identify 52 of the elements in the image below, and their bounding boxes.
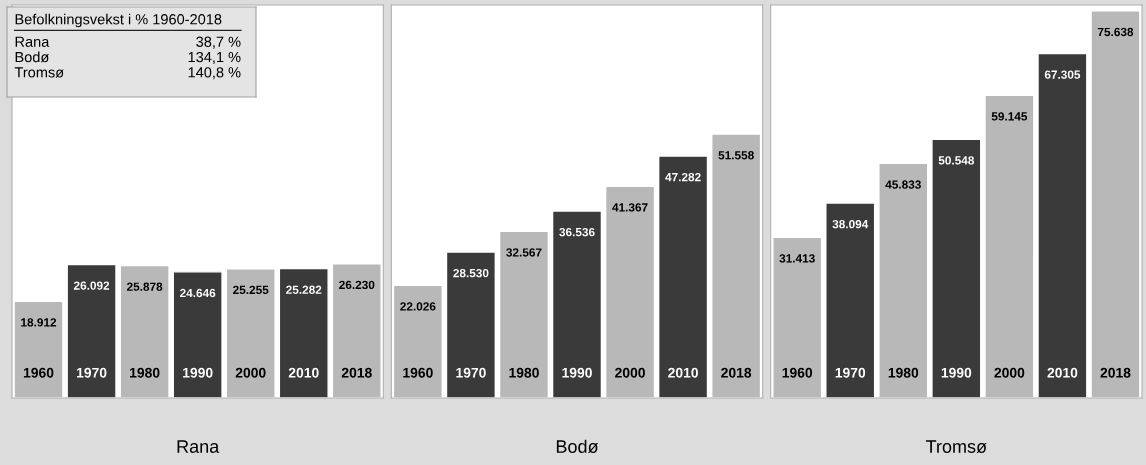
data-label: 25.282 xyxy=(286,285,322,294)
x-axis-title: Rana xyxy=(177,440,220,453)
x-tick-label: 1960 xyxy=(782,367,813,378)
data-label: 38.094 xyxy=(832,219,869,229)
text: Bodø xyxy=(15,51,49,63)
data-label: 25.255 xyxy=(233,285,269,295)
data-label: 45.833 xyxy=(885,180,921,189)
x-tick-label: 2000 xyxy=(994,367,1025,378)
data-label: 36.536 xyxy=(559,227,595,237)
x-tick-label: 2018 xyxy=(1100,367,1131,378)
x-tick-label: 2018 xyxy=(721,367,752,378)
data-label: 41.367 xyxy=(612,203,648,212)
x-tick-label: 1990 xyxy=(183,367,213,378)
x-tick-label: 1960 xyxy=(23,367,54,378)
data-label: 75.638 xyxy=(1097,27,1134,37)
data-label: 59.145 xyxy=(991,112,1028,121)
text: 134,1 % xyxy=(188,51,241,64)
data-label: 26.230 xyxy=(339,280,375,290)
text: 38,7 % xyxy=(196,36,241,49)
data-label: 28.530 xyxy=(453,268,489,278)
x-tick-label: 1970 xyxy=(77,367,107,378)
x-tick-label: 1990 xyxy=(941,367,972,378)
x-tick-label: 1980 xyxy=(130,367,160,378)
text: Rana xyxy=(15,36,50,47)
data-label: 25.878 xyxy=(126,282,163,291)
x-tick-label: 2000 xyxy=(235,367,266,378)
text: Tromsø xyxy=(14,67,64,78)
data-label: 31.413 xyxy=(779,254,815,263)
x-tick-label: 1970 xyxy=(456,367,486,378)
text: Befolkningsvekst i % 1960-2018 xyxy=(15,13,222,28)
x-axis-title: Bodø xyxy=(556,439,599,454)
x-tick-label: 1960 xyxy=(403,367,433,378)
data-label: 51.558 xyxy=(718,151,754,160)
x-tick-label: 2010 xyxy=(288,367,319,378)
data-label: 32.567 xyxy=(506,248,542,257)
x-tick-label: 2018 xyxy=(341,367,372,378)
data-label: 22.026 xyxy=(400,302,436,311)
x-tick-label: 2010 xyxy=(668,367,698,378)
x-tick-label: 2010 xyxy=(1047,367,1078,378)
text: 140,8 % xyxy=(188,67,241,80)
data-label: 26.092 xyxy=(73,281,110,290)
x-tick-label: 1980 xyxy=(509,367,539,378)
x-tick-label: 1990 xyxy=(562,367,592,378)
data-label: 50.548 xyxy=(938,156,975,165)
x-tick-label: 2000 xyxy=(615,367,645,378)
x-axis-title: Tromsø xyxy=(925,440,987,454)
data-label: 24.646 xyxy=(180,288,216,298)
data-label: 18.912 xyxy=(21,318,57,327)
x-tick-label: 1980 xyxy=(888,367,919,378)
x-tick-label: 1970 xyxy=(835,367,866,378)
data-label: 47.282 xyxy=(665,172,701,182)
data-label: 67.305 xyxy=(1044,70,1081,79)
